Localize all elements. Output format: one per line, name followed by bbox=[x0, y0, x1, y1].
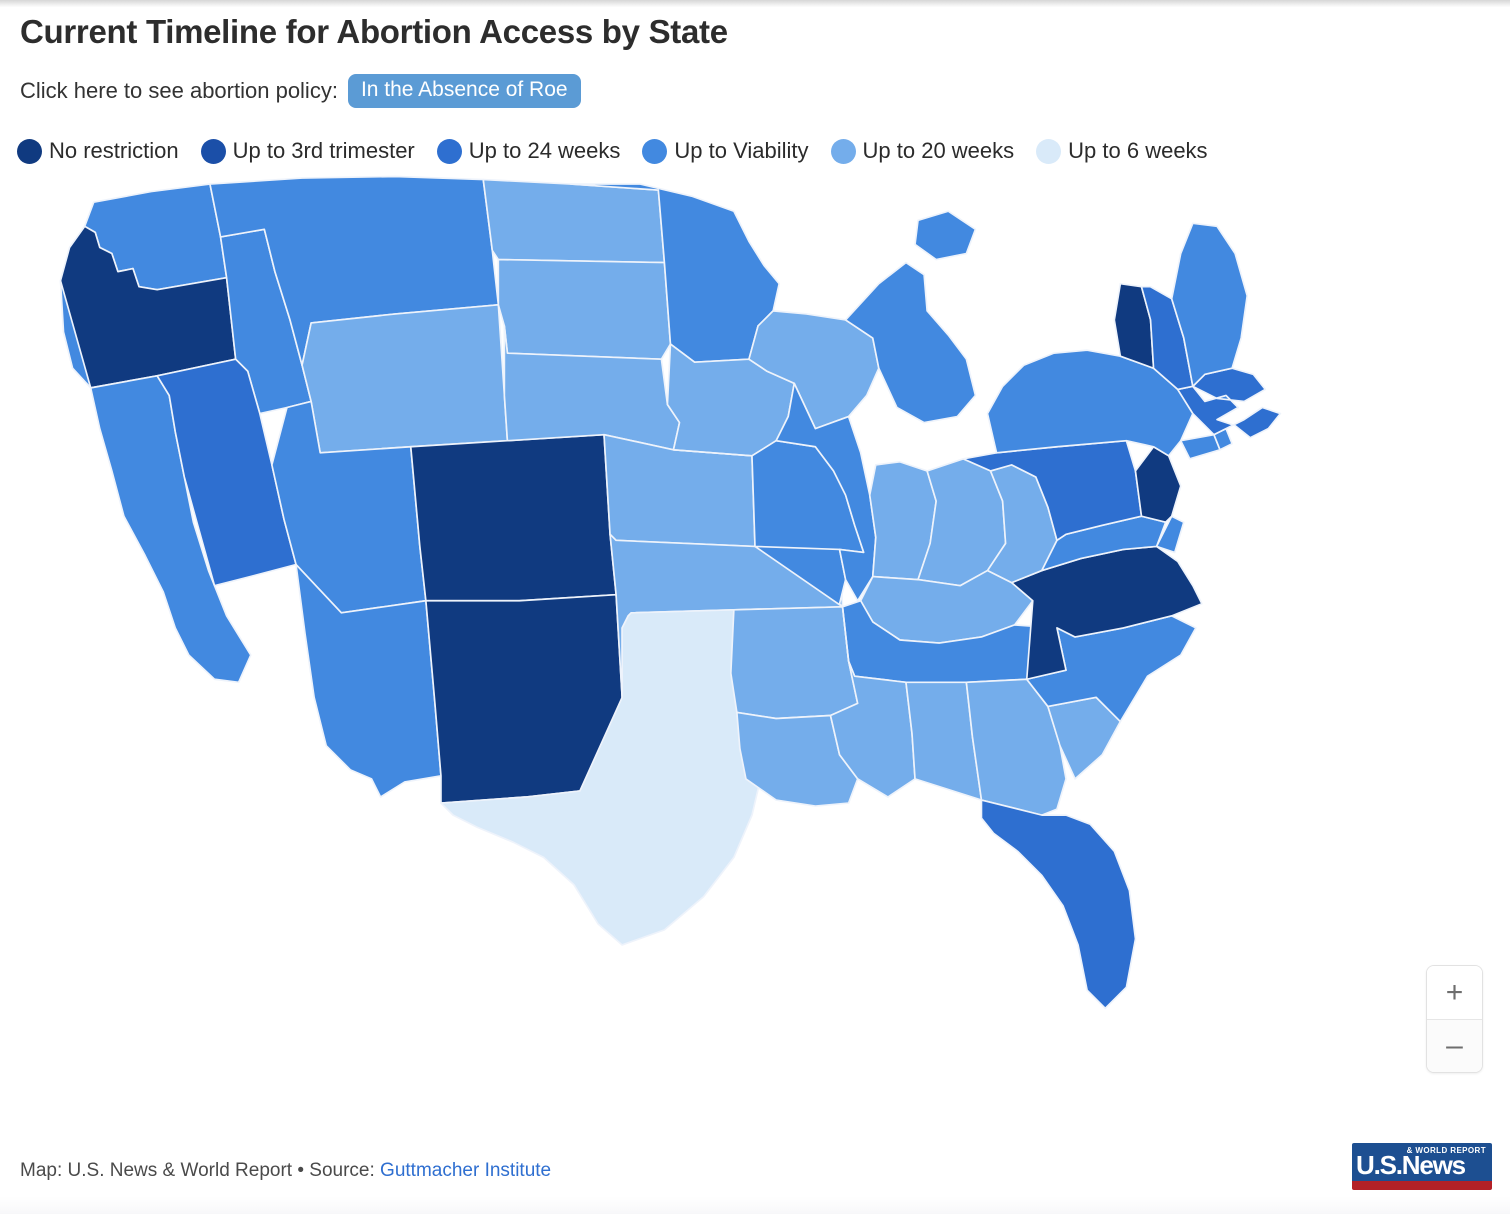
state-tx[interactable] bbox=[440, 608, 765, 946]
legend-item[interactable]: Up to 20 weeks bbox=[830, 138, 1015, 164]
bottom-edge-shadow bbox=[0, 1196, 1510, 1214]
state-mi[interactable] bbox=[844, 210, 977, 424]
state-fl[interactable] bbox=[980, 799, 1137, 1010]
state-co[interactable] bbox=[409, 433, 617, 602]
state-nv[interactable] bbox=[156, 358, 297, 587]
state-ct[interactable] bbox=[1179, 433, 1221, 460]
map-legend: No restriction Up to 3rd trimester Up to 2… bbox=[17, 138, 1230, 164]
legend-item[interactable]: No restriction bbox=[17, 138, 179, 164]
zoom-controls[interactable]: + – bbox=[1426, 965, 1483, 1073]
policy-selector-row: Click here to see abortion policy: In th… bbox=[20, 74, 581, 109]
credit-text: Map: U.S. News & World Report • Source: bbox=[20, 1160, 381, 1181]
choropleth-map[interactable] bbox=[0, 175, 1510, 1105]
legend-swatch-icon bbox=[200, 138, 226, 164]
state-me[interactable] bbox=[1170, 222, 1249, 388]
legend-item[interactable]: Up to Viability bbox=[642, 138, 809, 164]
logo-wordmark: U.S.News bbox=[1356, 1150, 1466, 1180]
legend-item[interactable]: Up to 24 weeks bbox=[436, 138, 621, 164]
top-edge-shadow bbox=[0, 0, 1510, 7]
logo-tagline: & WORLD REPORT bbox=[1406, 1146, 1486, 1155]
zoom-in-button[interactable]: + bbox=[1427, 966, 1482, 1019]
usnews-logo[interactable]: U.S.News & WORLD REPORT bbox=[1352, 1143, 1492, 1190]
state-ar[interactable] bbox=[730, 605, 859, 720]
legend-item[interactable]: Up to 3rd trimester bbox=[200, 138, 415, 164]
legend-label: No restriction bbox=[49, 138, 179, 163]
policy-toggle-button[interactable]: In the Absence of Roe bbox=[347, 74, 581, 109]
source-link[interactable]: Guttmacher Institute bbox=[380, 1160, 552, 1181]
legend-label: Up to 3rd trimester bbox=[232, 138, 415, 163]
logo-red-bar bbox=[1352, 1181, 1492, 1190]
state-la[interactable] bbox=[736, 711, 859, 807]
legend-label: Up to 20 weeks bbox=[862, 138, 1015, 163]
zoom-out-button[interactable]: – bbox=[1427, 1019, 1482, 1072]
policy-selector-label: Click here to see abortion policy: bbox=[20, 78, 338, 104]
state-de[interactable] bbox=[1155, 515, 1185, 554]
state-nj[interactable] bbox=[1134, 445, 1182, 524]
state-wy[interactable] bbox=[301, 304, 509, 454]
legend-swatch-icon bbox=[17, 138, 42, 164]
legend-swatch-icon bbox=[1036, 138, 1062, 164]
state-sd[interactable] bbox=[497, 258, 672, 361]
legend-swatch-icon bbox=[436, 138, 462, 164]
state-il[interactable] bbox=[775, 382, 877, 602]
legend-swatch-icon bbox=[830, 138, 856, 164]
state-ms[interactable] bbox=[829, 605, 916, 798]
legend-item[interactable]: Up to 6 weeks bbox=[1036, 138, 1208, 164]
map-credit: Map: U.S. News & World Report • Source: … bbox=[20, 1160, 551, 1182]
logo-blue-bar bbox=[1352, 1143, 1492, 1181]
legend-label: Up to 24 weeks bbox=[468, 138, 621, 163]
legend-label: Up to Viability bbox=[674, 138, 809, 163]
state-nd[interactable] bbox=[482, 178, 666, 264]
page-title: Current Timeline for Abortion Access by … bbox=[20, 13, 728, 50]
legend-swatch-icon bbox=[642, 138, 668, 164]
us-map-svg[interactable] bbox=[0, 175, 1510, 1105]
legend-label: Up to 6 weeks bbox=[1068, 138, 1208, 163]
